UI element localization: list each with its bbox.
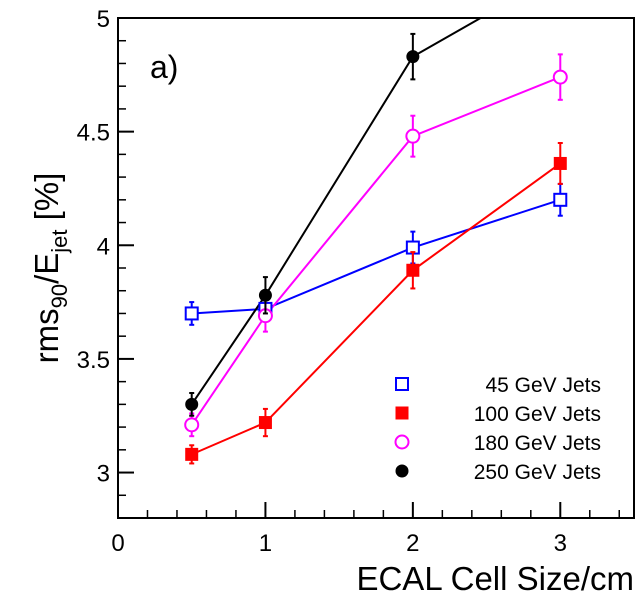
legend-label-180-gev-jets: 180 GeV Jets xyxy=(474,432,601,455)
legend-marker-45-gev-jets xyxy=(395,377,409,391)
y-tick-label: 4.5 xyxy=(77,120,110,147)
data-point-100-gev-jets xyxy=(185,447,199,461)
series-markers xyxy=(184,32,568,465)
tick-labels: 0 1 2 3 3 3.5 4 4.5 5 xyxy=(77,6,567,557)
legend-label-100-gev-jets: 100 GeV Jets xyxy=(474,403,601,426)
panel-label: a) xyxy=(150,49,178,85)
x-tick-label: 2 xyxy=(406,530,419,557)
series-line-180-gev-jets xyxy=(190,76,561,426)
y-title-sub-90: 90 xyxy=(47,284,72,308)
data-point-250-gev-jets xyxy=(185,397,199,411)
data-point-100-gev-jets xyxy=(553,156,567,170)
series-lines xyxy=(190,18,561,456)
y-title-sub-jet: jet xyxy=(47,229,72,253)
legend-marker-180-gev-jets xyxy=(394,434,410,450)
y-tick-label: 3.5 xyxy=(77,347,110,374)
series-line-250-gev-jets xyxy=(190,18,483,405)
legend-label-250-gev-jets: 250 GeV Jets xyxy=(474,461,601,484)
x-tick-label: 3 xyxy=(554,530,567,557)
legend-marker-100-gev-jets xyxy=(395,406,409,420)
y-tick-label: 5 xyxy=(97,6,110,33)
data-point-45-gev-jets xyxy=(553,192,568,207)
data-point-180-gev-jets xyxy=(184,417,200,433)
y-axis-title: rms90/Ejet [%] xyxy=(28,173,72,364)
y-title-unit: [%] xyxy=(28,173,65,230)
y-tick-label: 3 xyxy=(97,461,110,488)
data-point-250-gev-jets xyxy=(406,50,420,64)
legend-marker-250-gev-jets xyxy=(395,464,409,478)
data-point-250-gev-jets xyxy=(258,288,272,302)
legend-label-45-gev-jets: 45 GeV Jets xyxy=(485,374,601,397)
plot-frame xyxy=(117,17,635,519)
data-point-180-gev-jets xyxy=(552,69,568,85)
data-point-45-gev-jets xyxy=(184,306,199,321)
x-axis-title: ECAL Cell Size/cm xyxy=(356,560,634,597)
data-point-180-gev-jets xyxy=(405,128,421,144)
y-tick-label: 4 xyxy=(97,233,110,260)
legend: 45 GeV Jets 100 GeV Jets 180 GeV Jets 250 G… xyxy=(394,374,601,484)
y-title-slash-e: /E xyxy=(28,253,65,284)
x-tick-label: 0 xyxy=(111,530,124,557)
data-point-100-gev-jets xyxy=(406,263,420,277)
series-line-45-gev-jets xyxy=(191,198,561,315)
data-point-100-gev-jets xyxy=(258,416,272,430)
x-tick-label: 1 xyxy=(259,530,272,557)
axis-ticks xyxy=(117,17,621,518)
series-line-100-gev-jets xyxy=(191,162,561,456)
y-title-main: rms xyxy=(28,308,65,363)
